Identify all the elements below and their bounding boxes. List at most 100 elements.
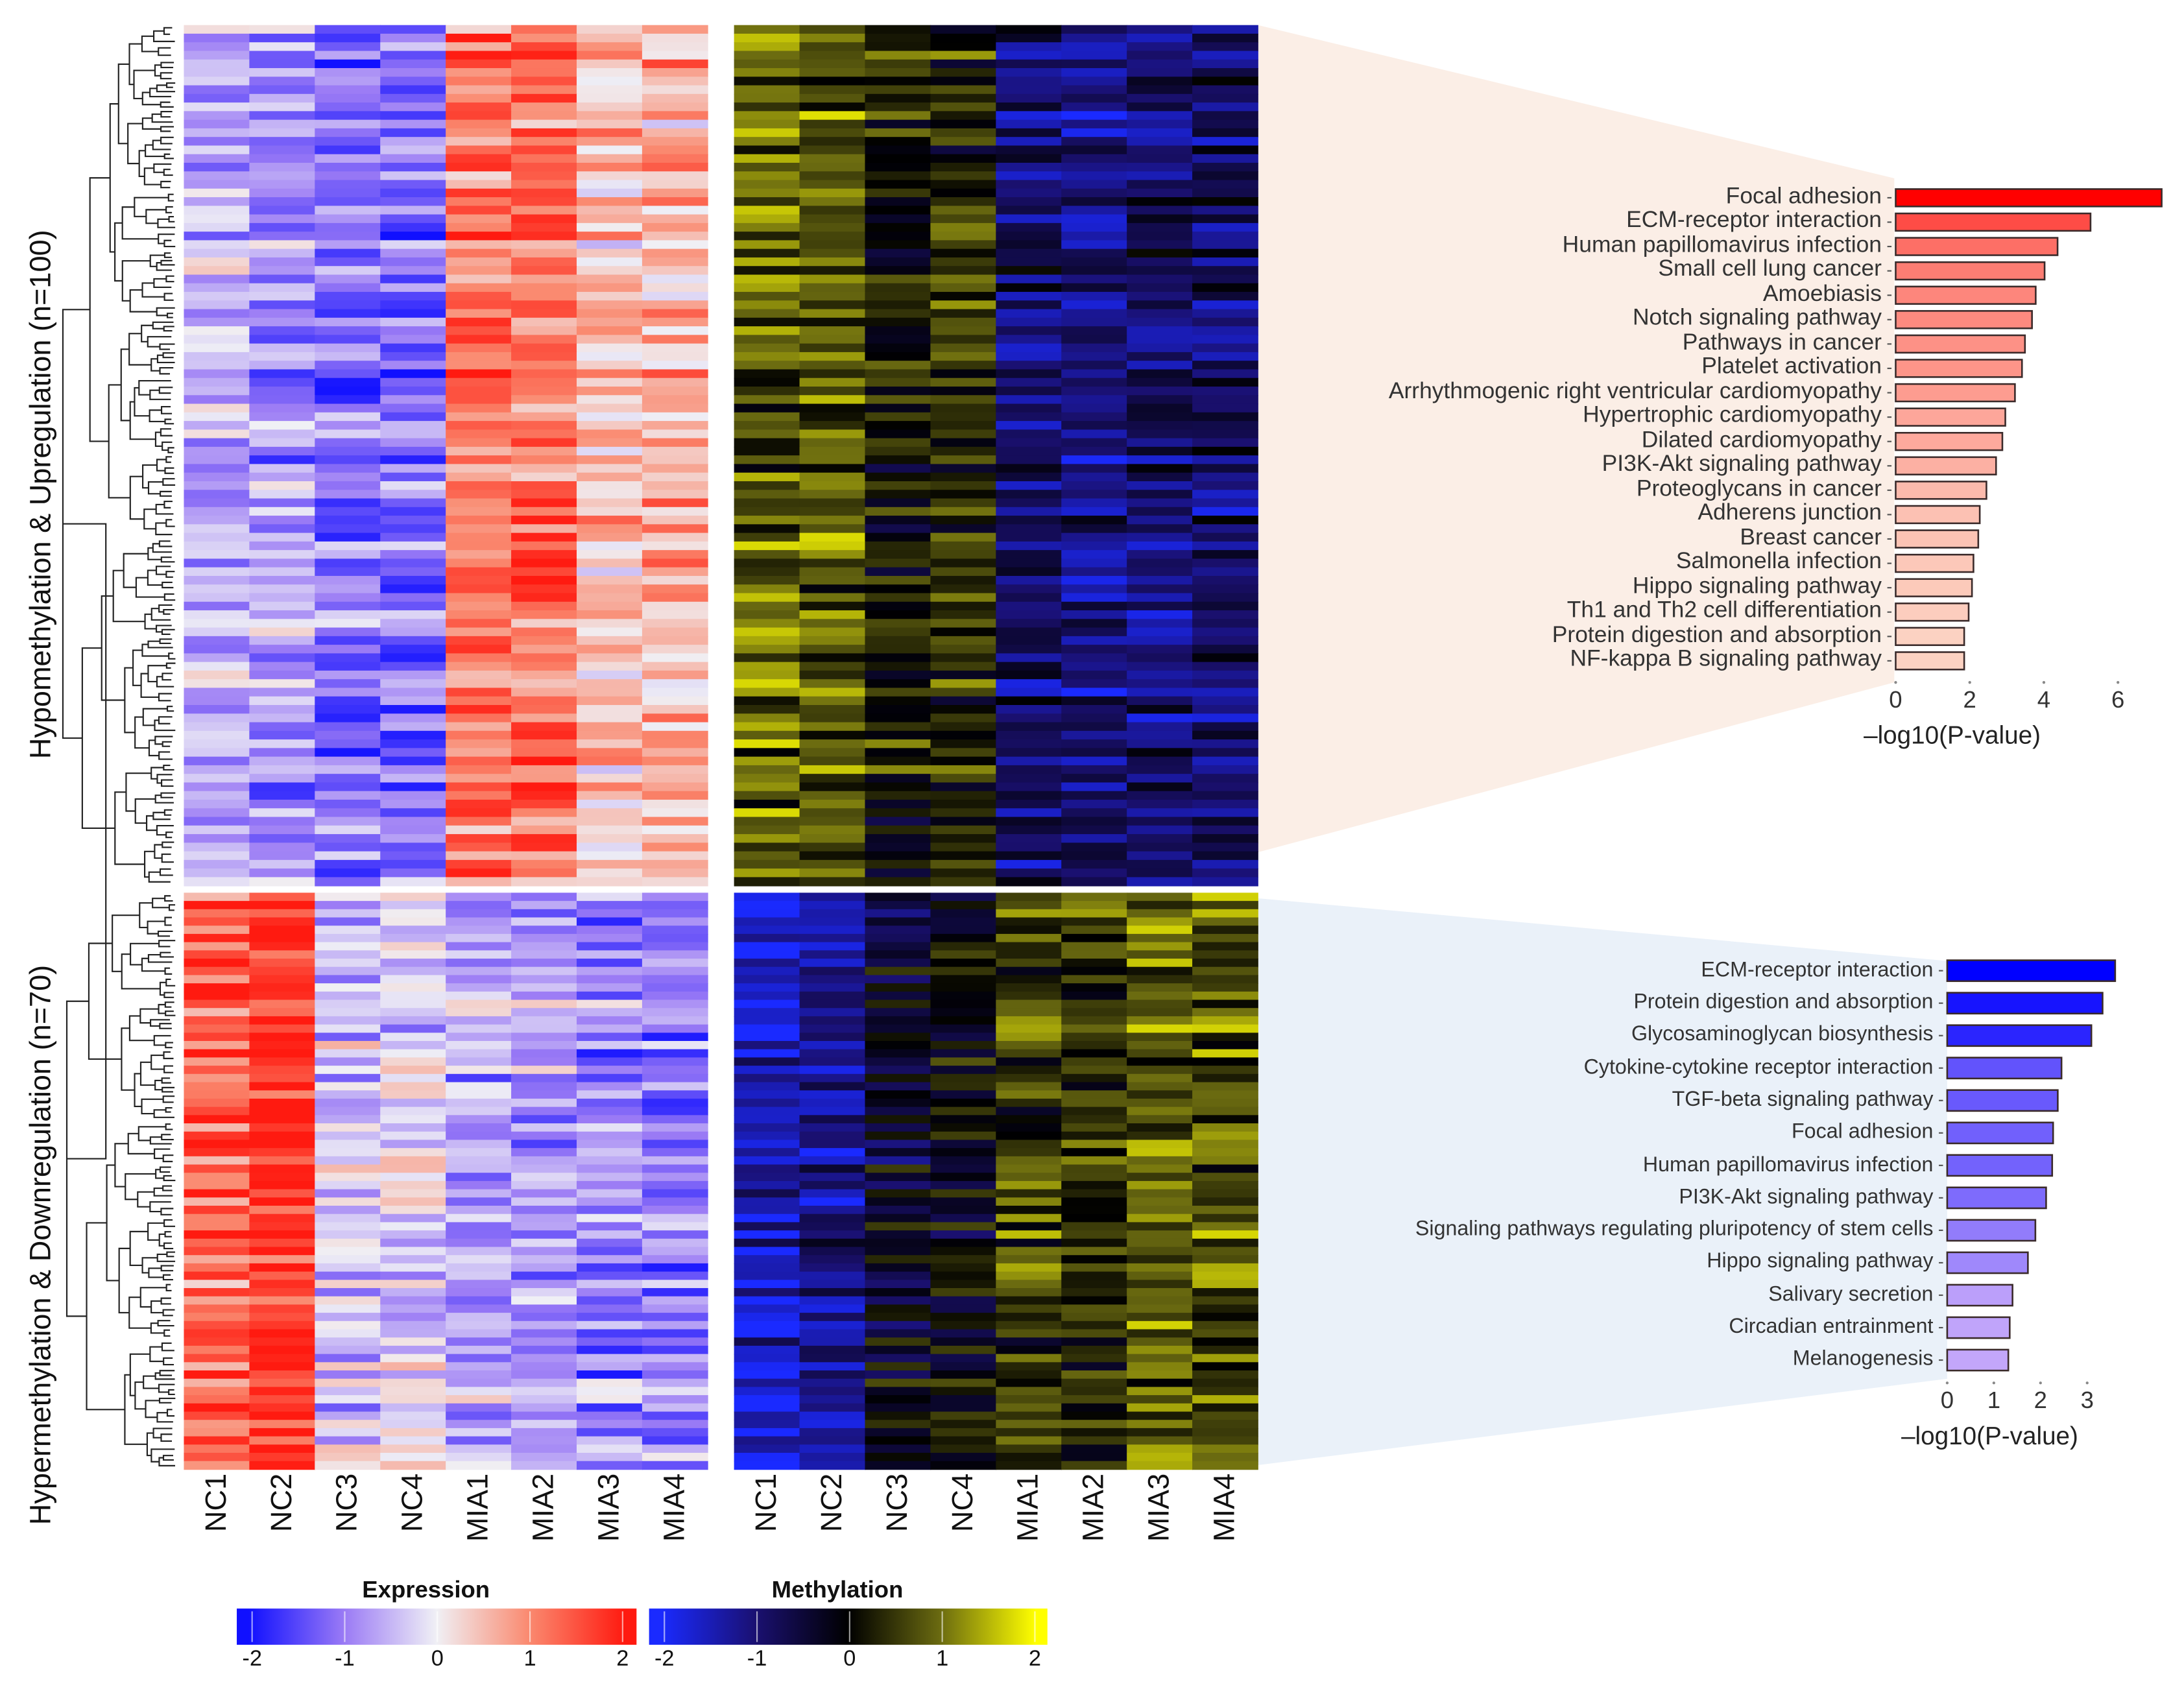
heatmap-cell xyxy=(865,369,931,379)
heatmap-cell xyxy=(1192,1271,1258,1281)
heatmap-cell xyxy=(184,1123,250,1132)
heatmap-cell xyxy=(184,1370,250,1380)
heatmap-cell xyxy=(249,42,316,52)
heatmap-cell xyxy=(1127,51,1193,60)
heatmap-cell xyxy=(446,137,512,147)
dendrogram-branch xyxy=(150,767,164,780)
dendrogram-branch xyxy=(165,571,175,578)
heatmap-cell xyxy=(930,257,997,267)
heatmap-cell xyxy=(380,1345,446,1355)
heatmap-cell xyxy=(996,868,1062,878)
heatmap-cell xyxy=(734,102,800,112)
heatmap-cell xyxy=(511,722,577,732)
heatmap-cell xyxy=(642,851,708,861)
heatmap-cell xyxy=(1061,1255,1128,1264)
heatmap-cell xyxy=(511,377,577,387)
top-pathway-category-label: Protein digestion and absorption xyxy=(1552,622,1882,647)
heatmap-cell xyxy=(1061,679,1128,689)
heatmap-cell xyxy=(380,1164,446,1174)
heatmap-cell xyxy=(184,472,250,482)
heatmap-cell xyxy=(799,636,866,645)
heatmap-cell xyxy=(315,1180,381,1190)
heatmap-cell xyxy=(930,1057,997,1066)
heatmap-cell xyxy=(1192,541,1258,551)
heatmap-cell xyxy=(642,51,708,60)
dendrogram-branch xyxy=(165,978,176,986)
heatmap-cell xyxy=(184,1164,250,1174)
heatmap-cell xyxy=(249,145,316,155)
top-pathway-category-label: Focal adhesion xyxy=(1725,183,1882,209)
heatmap-cell xyxy=(315,490,381,499)
top-pathway-category-label: NF-kappa B signaling pathway xyxy=(1570,646,1882,672)
heatmap-cell xyxy=(642,395,708,405)
heatmap-cell xyxy=(315,983,381,992)
heatmap-cell xyxy=(996,1197,1062,1206)
heatmap-cell xyxy=(734,550,800,560)
dendrogram-branch xyxy=(153,278,172,288)
heatmap-cell xyxy=(249,1140,316,1149)
heatmap-cell xyxy=(734,1354,800,1363)
heatmap-cell xyxy=(380,300,446,310)
heatmap-cell xyxy=(799,387,866,396)
heatmap-cell xyxy=(734,959,800,968)
heatmap-cell xyxy=(734,765,800,775)
dendrogram-branch xyxy=(112,914,140,972)
heatmap-cell xyxy=(380,705,446,715)
heatmap-cell xyxy=(930,1106,997,1116)
heatmap-cell xyxy=(184,240,250,250)
heatmap-cell xyxy=(1127,240,1193,250)
heatmap-cell xyxy=(865,119,931,129)
heatmap-cell xyxy=(642,1024,708,1034)
heatmap-cell xyxy=(1192,1428,1258,1437)
heatmap-cell xyxy=(799,309,866,318)
heatmap-cell xyxy=(249,1370,316,1380)
heatmap-cell xyxy=(1127,1033,1193,1042)
heatmap-cell xyxy=(511,1255,577,1264)
heatmap-cell xyxy=(1192,1255,1258,1264)
heatmap-cell xyxy=(1127,1453,1193,1462)
heatmap-cell xyxy=(930,403,997,413)
heatmap-cell xyxy=(930,662,997,671)
dendrogram-branch xyxy=(164,895,173,902)
dendrogram-branch xyxy=(163,1219,176,1227)
heatmap-cell xyxy=(642,713,708,723)
heatmap-cell xyxy=(642,507,708,516)
heatmap-cell xyxy=(184,412,250,422)
heatmap-cell xyxy=(576,541,643,551)
heatmap-cell xyxy=(315,317,381,327)
heatmap-cell xyxy=(1127,1206,1193,1215)
heatmap-cell xyxy=(1127,834,1193,844)
heatmap-cell xyxy=(249,926,316,935)
heatmap-cell xyxy=(1127,756,1193,766)
heatmap-cell xyxy=(1127,111,1193,121)
heatmap-cell xyxy=(184,326,250,336)
heatmap-cell xyxy=(249,266,316,276)
heatmap-cell xyxy=(734,966,800,976)
heatmap-cell xyxy=(576,1222,643,1231)
heatmap-cell xyxy=(511,575,577,586)
dendrogram-branch xyxy=(162,673,173,681)
heatmap-cell xyxy=(576,1098,643,1108)
heatmap-cell xyxy=(1061,222,1128,232)
heatmap-cell xyxy=(249,317,316,327)
heatmap-cell xyxy=(249,257,316,267)
heatmap-cell xyxy=(799,679,866,689)
heatmap-cell xyxy=(249,412,316,422)
heatmap-cell xyxy=(1061,1329,1128,1339)
heatmap-cell xyxy=(1061,1024,1128,1034)
heatmap-cell xyxy=(865,257,931,267)
heatmap-cell xyxy=(799,1345,866,1355)
heatmap-cell xyxy=(734,222,800,232)
dendrogram-branch xyxy=(168,652,176,660)
heatmap-cell xyxy=(734,197,800,207)
heatmap-cell xyxy=(1192,1073,1258,1083)
heatmap-cell xyxy=(996,1403,1062,1413)
expression-colorbar-tick: -1 xyxy=(335,1647,355,1671)
heatmap-cell xyxy=(511,774,577,783)
dendrogram-branch xyxy=(165,1010,176,1016)
heatmap-cell xyxy=(930,584,997,594)
heatmap-cell xyxy=(996,817,1062,826)
heatmap-cell xyxy=(511,490,577,499)
heatmap-cell xyxy=(996,739,1062,749)
heatmap-cell xyxy=(1127,1370,1193,1380)
